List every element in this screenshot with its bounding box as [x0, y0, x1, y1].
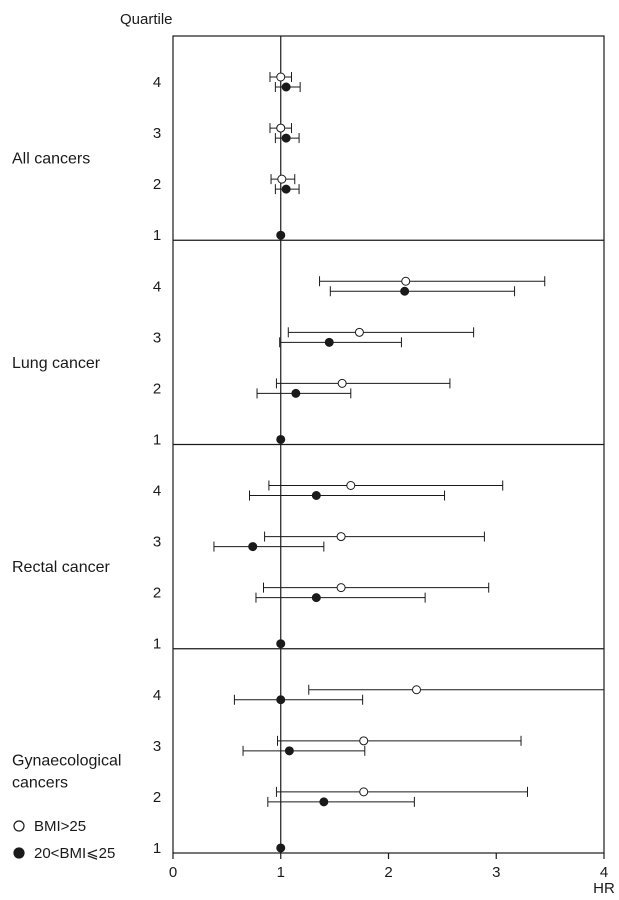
- point-bmi-over-25: [346, 481, 356, 490]
- quartile-label: 4: [153, 278, 161, 295]
- quartile-label: 4: [153, 483, 161, 500]
- point-bmi-over-25: [276, 72, 286, 82]
- panel-label: cancers: [12, 774, 68, 791]
- quartile-label: 3: [153, 125, 161, 142]
- x-tick-label: 0: [169, 864, 177, 881]
- point-bmi-20-25: [400, 286, 410, 296]
- quartile-label: 4: [153, 687, 161, 704]
- x-tick-label: 3: [492, 864, 500, 881]
- point-bmi-over-25: [412, 685, 422, 695]
- quartile-label: 3: [153, 329, 161, 346]
- point-reference: [276, 434, 286, 444]
- quartile-label: 2: [153, 176, 161, 193]
- legend-label: 20<BMI⩽25: [34, 845, 115, 862]
- point-bmi-20-25: [248, 542, 258, 552]
- point-bmi-20-25: [281, 82, 291, 92]
- point-bmi-20-25: [276, 695, 286, 705]
- point-bmi-20-25: [284, 746, 294, 756]
- x-axis-label: HR: [593, 880, 615, 897]
- quartile-label: 4: [153, 74, 161, 91]
- quartile-label: 2: [153, 380, 161, 397]
- quartile-label: 3: [153, 534, 161, 551]
- quartile-label: 1: [153, 431, 161, 448]
- point-bmi-over-25: [401, 276, 411, 286]
- point-bmi-over-25: [336, 583, 346, 593]
- point-bmi-over-25: [359, 736, 369, 746]
- quartile-label: 2: [153, 789, 161, 806]
- point-bmi-20-25: [291, 388, 301, 398]
- point-bmi-over-25: [277, 174, 287, 184]
- point-bmi-over-25: [276, 123, 286, 133]
- point-bmi-over-25: [336, 532, 346, 542]
- quartile-label: 1: [153, 636, 161, 653]
- panel-label: Lung cancer: [12, 355, 101, 372]
- legend-filled-circle-icon: [13, 847, 25, 859]
- y-axis-title: Quartile: [120, 11, 173, 28]
- x-tick-label: 2: [384, 864, 392, 881]
- point-bmi-over-25: [354, 327, 364, 337]
- point-bmi-20-25: [319, 797, 329, 807]
- point-bmi-over-25: [359, 787, 369, 797]
- point-bmi-20-25: [311, 593, 321, 603]
- quartile-label: 1: [153, 840, 161, 857]
- quartile-label: 1: [153, 227, 161, 244]
- x-tick-label: 1: [277, 864, 285, 881]
- point-bmi-20-25: [311, 491, 321, 500]
- quartile-label: 2: [153, 585, 161, 602]
- panel-label: Rectal cancer: [12, 559, 110, 576]
- legend-label: BMI>25: [34, 818, 86, 835]
- panel-label: Gynaecological: [12, 752, 121, 769]
- x-tick-label: 4: [600, 864, 608, 881]
- point-bmi-over-25: [337, 378, 347, 388]
- point-bmi-20-25: [324, 337, 334, 347]
- point-bmi-20-25: [281, 133, 291, 143]
- point-bmi-20-25: [281, 184, 291, 194]
- point-reference: [276, 843, 286, 853]
- point-reference: [276, 230, 286, 240]
- panel-label: All cancers: [12, 151, 90, 168]
- quartile-label: 3: [153, 738, 161, 755]
- point-reference: [276, 639, 286, 649]
- legend-open-circle-icon: [13, 820, 25, 832]
